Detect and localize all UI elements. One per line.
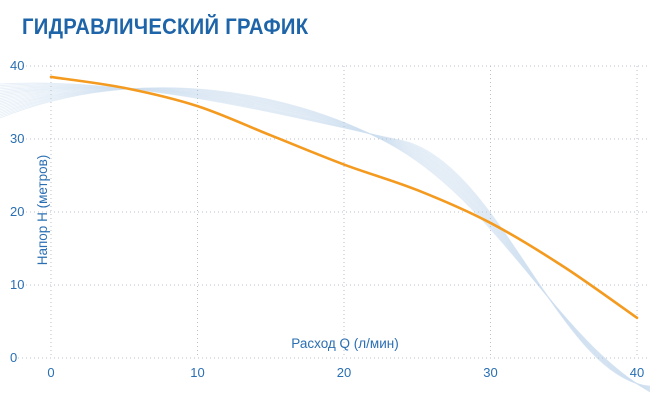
y-tick-label: 30	[10, 131, 24, 146]
x-tick-label: 20	[337, 365, 351, 380]
y-tick-label: 10	[10, 277, 24, 292]
y-axis-ticks: 0 10 20 30 40	[10, 58, 24, 365]
x-axis-label: Расход Q (л/мин)	[291, 336, 398, 351]
series-line	[49, 75, 639, 320]
x-axis-ticks: 0 10 20 30 40	[47, 365, 644, 380]
y-axis-label: Напор H (метров)	[35, 155, 50, 266]
y-tick-label: 0	[10, 350, 17, 365]
chart-title: ГИДРАВЛИЧЕСКИЙ ГРАФИК	[22, 14, 309, 39]
x-tick-label: 30	[483, 365, 497, 380]
y-tick-label: 40	[10, 58, 24, 73]
y-tick-label: 20	[10, 204, 24, 219]
series-group	[49, 75, 639, 320]
x-tick-label: 10	[190, 365, 204, 380]
grid	[18, 65, 648, 359]
x-tick-label: 40	[630, 365, 644, 380]
x-tick-label: 0	[47, 365, 54, 380]
